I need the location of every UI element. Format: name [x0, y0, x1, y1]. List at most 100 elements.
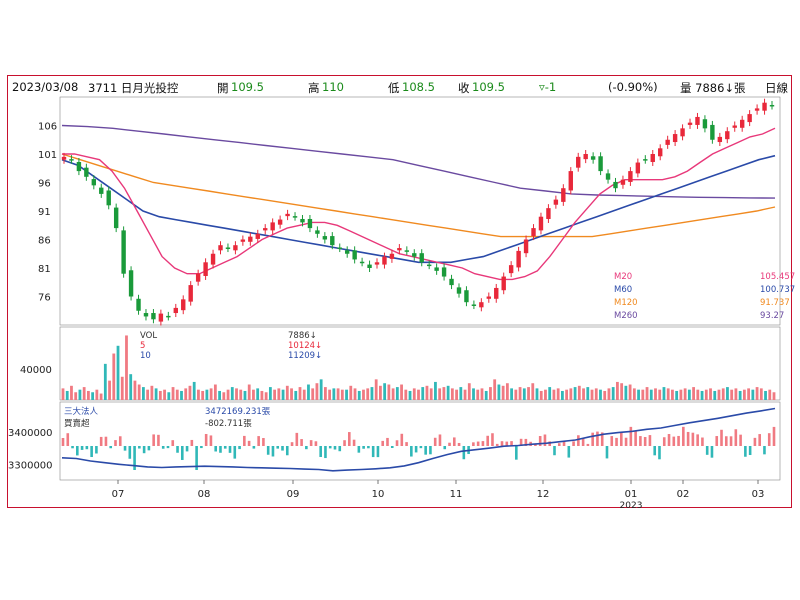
inst-net-bar	[605, 446, 609, 459]
inst-net-bar	[624, 437, 628, 446]
candle-body	[590, 156, 596, 160]
inst-net-bar	[705, 446, 709, 455]
price-panel-frame	[59, 96, 781, 326]
volume-value: 量 7886↓張	[680, 81, 746, 95]
inst-net-bar	[176, 446, 179, 453]
volume-bar	[340, 389, 344, 400]
volume-bar	[730, 389, 734, 400]
inst-net-bar	[71, 446, 74, 449]
volume-bar	[197, 389, 200, 400]
inst-net-bar	[476, 441, 480, 446]
volume-bar	[755, 387, 759, 400]
volume-bar	[742, 389, 746, 400]
volume-bar	[235, 388, 238, 400]
volume-bar	[768, 389, 772, 400]
volume-bar	[209, 388, 213, 400]
period-label: 日線	[765, 81, 788, 95]
volume-bar	[294, 390, 298, 400]
candle-body	[382, 256, 387, 265]
volume-bar	[518, 387, 522, 400]
quote-date: 2023/03/08	[12, 80, 79, 94]
volume-bar	[383, 383, 387, 400]
inst-legend-sub: 買賣超	[64, 418, 90, 429]
volume-bar	[252, 389, 255, 400]
inst-net-bar	[328, 446, 332, 449]
ma-legend-value: 93.27	[760, 311, 784, 321]
inst-net-bar	[452, 437, 456, 446]
price-tick-label: 106	[38, 122, 57, 133]
candle-body	[330, 236, 335, 246]
inst-net-bar	[395, 440, 399, 446]
inst-net-bar	[99, 436, 103, 446]
inst-net-bar	[620, 432, 623, 446]
inst-net-bar	[419, 446, 423, 449]
inst-net-bar	[61, 438, 65, 446]
volume-bar	[243, 390, 247, 400]
volume-bar	[91, 392, 95, 400]
inst-net-bar	[724, 436, 728, 446]
volume-bar	[167, 392, 171, 400]
inst-net-bar	[80, 446, 84, 450]
volume-bar	[501, 385, 505, 400]
inst-net-bar	[548, 441, 552, 446]
candle-body	[270, 222, 275, 231]
candle-body	[203, 262, 208, 276]
inst-net-bar	[257, 436, 260, 446]
candle-body	[576, 156, 581, 168]
candle-body	[121, 230, 126, 274]
volume-bar	[315, 383, 319, 400]
volume-bar	[120, 376, 124, 400]
inst-tick-label: 3400000	[8, 428, 53, 439]
candle-body	[672, 134, 678, 143]
volume-bar	[438, 388, 442, 400]
inst-legend-title: 三大法人	[64, 406, 99, 417]
volume-bar	[569, 388, 573, 400]
volume-panel-frame	[59, 326, 781, 401]
volume-bar	[747, 388, 751, 400]
inst-net-bar	[180, 446, 184, 460]
inst-net-bar	[462, 446, 466, 460]
volume-bar	[586, 387, 590, 400]
inst-panel-frame	[59, 401, 781, 481]
volume-bar	[560, 390, 564, 400]
ma-legend-value: 91.737	[760, 298, 790, 308]
inst-net-bar	[152, 434, 155, 446]
candle-body	[516, 250, 521, 268]
volume-bar	[662, 387, 666, 400]
volume-bar	[467, 383, 471, 400]
volume-bar	[594, 388, 598, 400]
inst-net-bar	[343, 440, 346, 446]
low-label: 低	[388, 81, 400, 95]
volume-bar	[201, 390, 205, 400]
inst-net-bar	[118, 436, 122, 446]
inst-net-bar	[262, 438, 265, 446]
inst-net-bar	[562, 441, 566, 446]
volume-bar	[328, 389, 332, 400]
inst-net-bar	[290, 442, 294, 446]
inst-net-bar	[472, 442, 475, 446]
candle-body	[426, 264, 432, 267]
candle-body	[583, 154, 588, 160]
volume-bar	[505, 383, 509, 400]
volume-bar	[704, 389, 708, 400]
volume-bar	[95, 389, 99, 400]
candle-body	[263, 228, 268, 231]
high-label: 高	[308, 81, 320, 95]
candle-body	[99, 187, 104, 194]
inst-net-bar	[348, 432, 351, 446]
inst-net-bar	[195, 446, 198, 470]
volume-bar	[493, 379, 497, 400]
volume-bar	[311, 388, 315, 400]
volume-bar	[573, 387, 577, 400]
price-tick-label: 81	[38, 264, 51, 275]
volume-bar	[700, 390, 704, 400]
volume-bar	[459, 387, 463, 400]
volume-bar	[764, 390, 767, 400]
candle-body	[508, 265, 514, 274]
candle-body	[128, 270, 134, 297]
volume-bar	[599, 389, 602, 400]
volume-bar	[692, 387, 695, 400]
volume-bar	[522, 388, 526, 400]
candle-body	[240, 239, 246, 242]
